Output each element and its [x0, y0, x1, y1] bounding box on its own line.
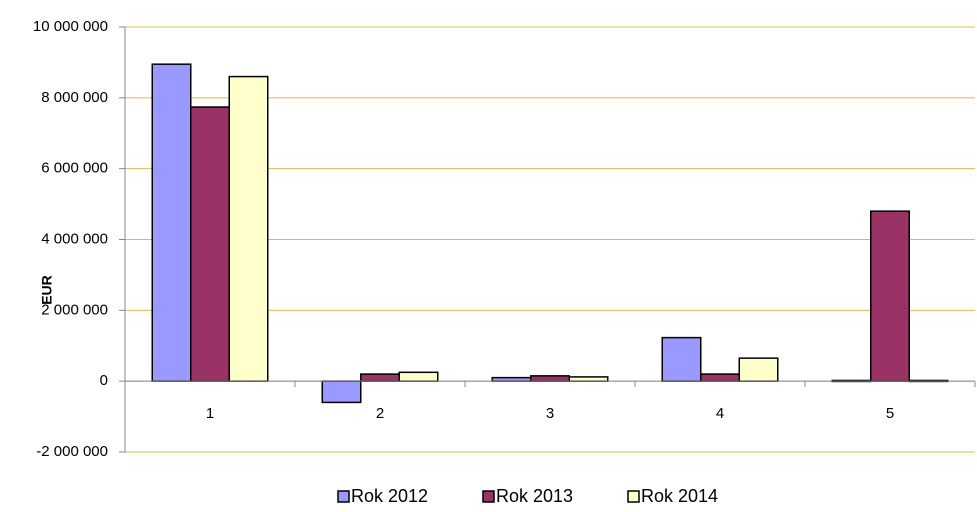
bar: [321, 380, 362, 404]
y-tick-label: 8 000 000: [41, 89, 108, 106]
bar: [398, 371, 439, 382]
bar: [700, 373, 740, 382]
bar: [870, 210, 910, 382]
bar: [738, 357, 779, 382]
y-tick-label: 2 000 000: [41, 301, 108, 318]
bar: [228, 75, 269, 382]
y-tick-label: 0: [100, 372, 108, 389]
y-tick-label: 6 000 000: [41, 160, 108, 177]
bar: [661, 336, 702, 382]
legend-swatch: [337, 490, 350, 503]
bar: [491, 376, 532, 382]
x-tick-label: 1: [206, 405, 214, 422]
y-tick-label: 4 000 000: [41, 230, 108, 247]
bar: [190, 106, 230, 382]
bar: [360, 373, 400, 382]
y-axis-label: EUR: [39, 275, 55, 305]
legend-swatch: [627, 490, 640, 503]
bar: [568, 376, 609, 382]
legend-label: Rok 2012: [351, 486, 428, 506]
bar: [151, 63, 192, 382]
bar: [530, 375, 570, 382]
legend-swatch: [482, 490, 495, 503]
y-tick-label: 10 000 000: [33, 18, 108, 35]
x-tick-label: 3: [546, 405, 554, 422]
x-tick-label: 2: [376, 405, 384, 422]
x-tick-label: 5: [886, 405, 894, 422]
legend-label: Rok 2013: [496, 486, 573, 506]
y-tick-label: -2 000 000: [36, 443, 108, 460]
x-tick-label: 4: [716, 405, 724, 422]
legend-label: Rok 2014: [641, 486, 718, 506]
